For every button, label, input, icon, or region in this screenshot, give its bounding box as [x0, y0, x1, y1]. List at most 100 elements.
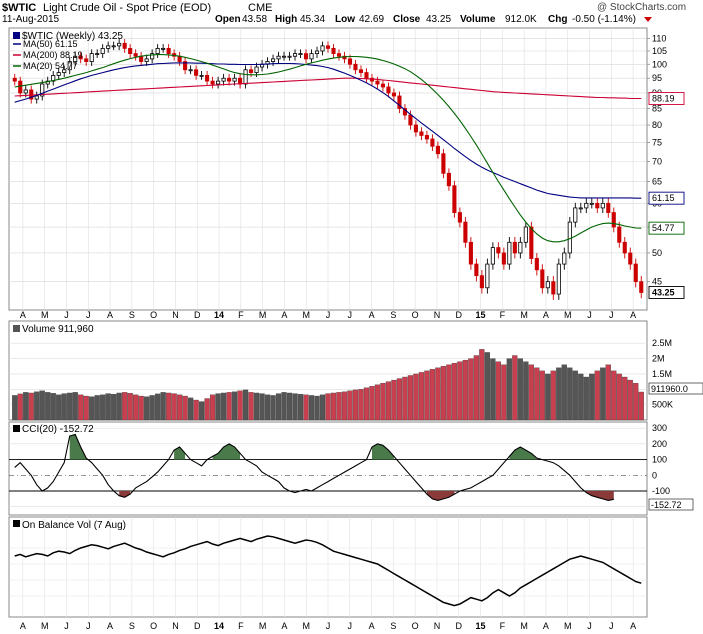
close-value: 43.25 — [426, 14, 451, 25]
price-legend: $WTIC (Weekly) 43.25 MA(50) 61.15 MA(200… — [13, 31, 123, 71]
volume-bar — [462, 359, 469, 421]
candle-body — [589, 202, 594, 205]
candle-body — [562, 252, 567, 265]
cci-line — [14, 433, 614, 501]
chg-label: Chg — [548, 14, 567, 25]
volume-tag: 911960.0 — [651, 384, 688, 394]
volume-bar — [435, 367, 441, 421]
candle-body — [232, 77, 237, 82]
volume-bar — [253, 392, 260, 421]
volume-bar — [616, 373, 622, 421]
price-tag-label: 61.15 — [652, 193, 675, 203]
volume-bar — [100, 394, 106, 421]
x-tick-label: A — [281, 310, 287, 320]
volume-bar — [479, 349, 485, 421]
x-tick-label: S — [390, 621, 396, 631]
x-tick-label: A — [20, 310, 26, 320]
x-tick-label: D — [456, 310, 463, 320]
candle-body — [23, 89, 28, 94]
watermark: @ StockCharts.com — [597, 2, 686, 13]
candle-body — [281, 55, 287, 58]
x-tick-label: D — [456, 621, 463, 631]
candle-body — [40, 83, 45, 97]
volume-bar — [237, 390, 243, 421]
volume-bar — [429, 369, 436, 421]
volume-bar — [319, 394, 326, 421]
x-tick-label: M — [259, 310, 267, 320]
chg-value: -0.50 (-1.14%) — [572, 14, 636, 25]
volume-bar — [111, 394, 117, 421]
x-tick-label: N — [172, 310, 179, 320]
volume-bar — [45, 392, 51, 421]
volume-bar — [28, 392, 34, 421]
candle-body — [584, 202, 589, 209]
volume-bar — [231, 391, 238, 421]
volume-bar — [17, 393, 23, 421]
candle-body — [276, 55, 281, 60]
candle-body — [144, 58, 149, 62]
volume-bar — [78, 394, 84, 421]
volume-bar — [34, 391, 40, 421]
price-candles — [12, 39, 644, 300]
candle-body — [463, 221, 468, 243]
candle-body — [479, 275, 484, 289]
candle-body — [78, 55, 83, 60]
candle-body — [364, 72, 369, 79]
y-tick-label: 110 — [652, 33, 666, 43]
candle-body — [606, 202, 611, 213]
candle-body — [177, 55, 182, 62]
volume-icon — [13, 325, 20, 332]
candle-body — [62, 69, 67, 73]
volume-bar — [270, 395, 276, 421]
candle-body — [545, 281, 550, 289]
x-tick-label: M — [302, 621, 310, 631]
candle-body — [117, 42, 122, 47]
volume-bar — [193, 399, 199, 421]
candle-body — [292, 53, 298, 57]
candle-body — [227, 77, 232, 82]
price-title: $WTIC (Weekly) 43.25 — [22, 31, 123, 42]
volume-bar — [363, 387, 370, 421]
candle-body — [287, 55, 292, 58]
volume-bar — [56, 394, 62, 421]
obv-path — [14, 535, 642, 607]
open-label: Open — [215, 14, 241, 25]
x-tick-label: A — [543, 621, 549, 631]
volume-bar — [83, 395, 89, 421]
volume-bar — [303, 394, 309, 421]
candle-body — [518, 241, 523, 254]
x-tick-label: M — [302, 310, 310, 320]
price-tag-label: 88.19 — [652, 93, 675, 103]
volume-bar — [61, 393, 67, 421]
candle-body — [534, 258, 539, 271]
x-tick-label: M — [41, 621, 49, 631]
candle-body — [320, 45, 325, 52]
volume-bar — [198, 401, 205, 421]
volume-bar — [545, 373, 551, 421]
candle-body — [452, 185, 457, 213]
x-axis-bottom: A M J J A S O N D 14 F M A M J J A S O N D 15 F M A M J J A — [20, 621, 636, 631]
candle-body — [254, 66, 259, 73]
candle-body — [188, 69, 193, 72]
x-tick-label: M — [520, 621, 528, 631]
price-tag-label: 43.25 — [652, 287, 675, 297]
volume-bar — [556, 367, 562, 421]
x-tick-label: 14 — [214, 310, 224, 320]
candle-body — [556, 263, 561, 295]
exchange-label: CME — [248, 2, 272, 14]
volume-bar — [374, 384, 381, 421]
candle-body — [45, 80, 50, 85]
x-tick-label: M — [41, 310, 49, 320]
x-tick-label: D — [194, 621, 201, 631]
candle-body — [397, 95, 402, 109]
legend-ma200: MA(200) 88.19 — [23, 50, 83, 60]
volume-bar — [413, 373, 419, 421]
high-value: 45.34 — [300, 14, 325, 25]
volume-bar — [380, 382, 386, 421]
volume-bar — [166, 392, 172, 421]
candle-body — [325, 45, 331, 49]
volume-bar — [297, 394, 304, 421]
cci-tag-bg — [648, 498, 694, 511]
candle-body — [468, 241, 473, 265]
candle-body — [446, 172, 451, 187]
